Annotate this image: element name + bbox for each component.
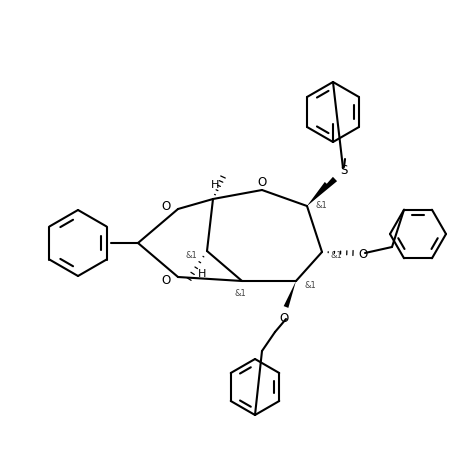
Polygon shape <box>306 178 336 207</box>
Text: &1: &1 <box>314 200 326 209</box>
Text: O: O <box>161 200 170 213</box>
Text: &1: &1 <box>303 281 315 290</box>
Text: O: O <box>358 247 367 260</box>
Text: H: H <box>210 179 219 190</box>
Text: &1: &1 <box>329 250 341 259</box>
Text: S: S <box>339 163 347 176</box>
Text: &1: &1 <box>233 289 245 298</box>
Text: O: O <box>161 274 170 287</box>
Text: O: O <box>279 312 288 325</box>
Polygon shape <box>283 281 295 308</box>
Text: H: H <box>197 269 206 279</box>
Text: &1: &1 <box>185 251 197 260</box>
Text: O: O <box>257 175 266 188</box>
Polygon shape <box>306 183 329 207</box>
